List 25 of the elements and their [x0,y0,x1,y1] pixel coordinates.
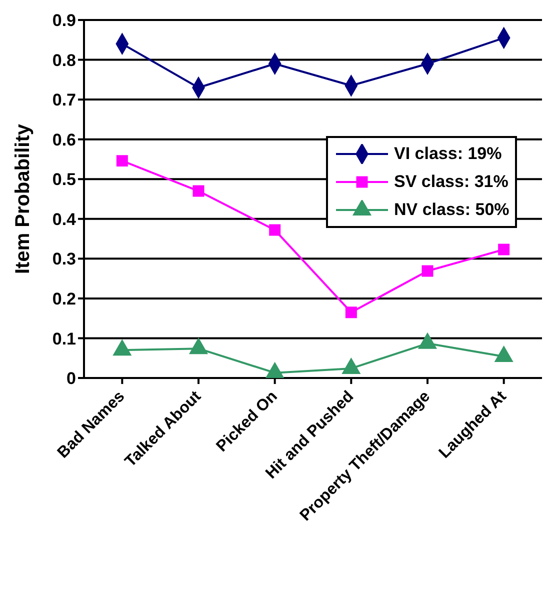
y-tick-label: 0 [66,369,76,388]
point [113,340,132,356]
point [418,332,437,349]
y-tick-label: 0.7 [52,90,76,110]
point [494,346,513,362]
y-tick-label: 0.8 [52,50,76,70]
point [189,338,208,354]
legend-label: VI class: 19% [394,143,502,165]
y-tick-label: 0.4 [52,210,77,229]
point [422,265,434,277]
legend-label: NV class: 50% [394,199,510,221]
point [269,224,281,236]
point [266,362,284,378]
y-tick-label: 0.5 [52,170,76,190]
y-tick-label: 0.6 [52,130,76,150]
y-axis-title: Item Probability [12,123,34,274]
y-tick-label: 0.3 [52,250,76,269]
y-tick-label: 0.2 [52,289,76,308]
point [116,155,128,167]
point [342,358,360,374]
y-tick-label: 0.9 [52,11,76,30]
y-tick-label: 0.1 [52,329,76,348]
point [498,244,510,256]
point [192,185,204,197]
legend-label: SV class: 31% [394,171,508,193]
